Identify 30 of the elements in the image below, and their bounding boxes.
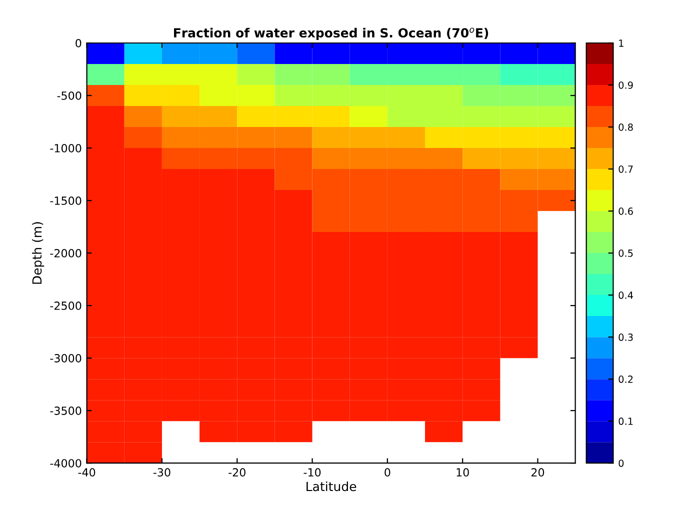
x-tick-label: 10 (456, 468, 469, 477)
color-bar-label: 0.2 (618, 376, 633, 383)
y-tick-label: -1500 (50, 196, 82, 205)
x-tick-label: -30 (153, 468, 170, 477)
color-bar-label: 0.4 (618, 292, 633, 299)
chart-title: Fraction of water exposed in S. Ocean (70$^{o}$E) (174, 28, 488, 40)
x-axis-title: Latitude (306, 481, 356, 492)
color-bar-label: 0.7 (618, 166, 633, 173)
y-tick-label: -500 (57, 91, 82, 100)
color-bar-label: 0.3 (618, 334, 633, 341)
x-tick-label: -20 (228, 468, 246, 477)
y-tick-label: -1000 (50, 144, 82, 152)
color-bar-label: 0.5 (618, 250, 633, 257)
x-tick-label: -10 (304, 468, 321, 477)
x-tick-label: 0 (384, 468, 390, 477)
y-axis-title: Depth (m) (32, 222, 44, 284)
color-bar-label: 0.1 (618, 418, 633, 425)
y-tick-label: 0 (76, 38, 82, 48)
y-tick-label: -3500 (50, 406, 82, 415)
y-tick-label: -2500 (50, 302, 82, 310)
y-tick-label: -3000 (50, 354, 82, 362)
color-bar-label: 0 (618, 460, 624, 467)
color-bar-label: 0.8 (618, 123, 633, 131)
y-tick-label: -4000 (50, 459, 82, 468)
x-tick-label: 20 (531, 468, 544, 477)
color-bar-label: 0.9 (618, 81, 633, 89)
color-bar-label: 1 (619, 40, 624, 47)
y-tick-label: -2000 (50, 249, 82, 258)
color-bar-label: 0.6 (618, 208, 633, 215)
x-tick-label: -40 (78, 468, 96, 477)
